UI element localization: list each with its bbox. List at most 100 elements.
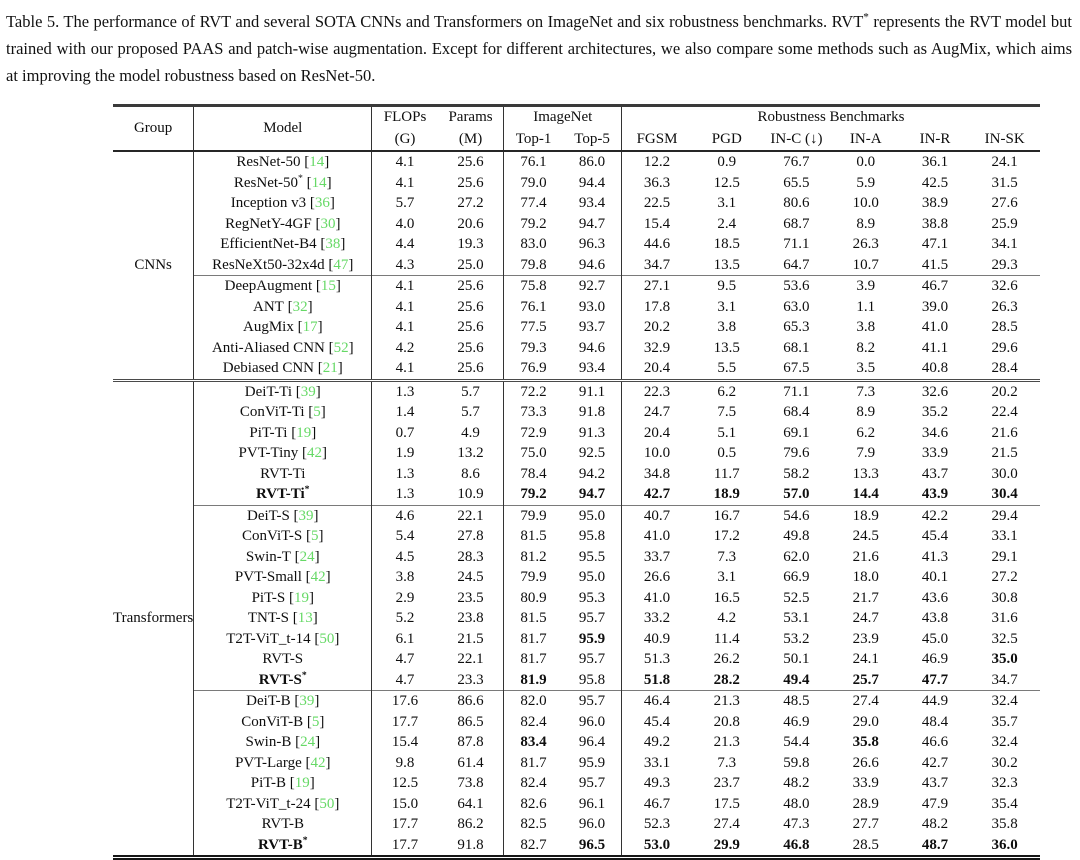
value-cell: 10.0: [643, 445, 671, 461]
value-cell: 20.2: [969, 378, 1040, 402]
value-cell: 96.0: [562, 814, 623, 835]
value-cell: 91.8: [562, 402, 623, 423]
table-row: AugMix [17] 4.1 25.6 77.5 93.7 20.2 3.8 65.3 3.…: [113, 317, 1040, 338]
model-cell: RVT-Ti: [193, 463, 373, 484]
value-cell: 23.7: [713, 775, 740, 791]
model-name: ResNet-50: [236, 154, 301, 170]
value-cell: 1.9: [395, 445, 415, 461]
value-cell: 95.7: [562, 773, 623, 794]
citation-number: 42: [307, 445, 323, 461]
value-cell: 25.7: [852, 671, 879, 688]
value-cell: 82.4: [520, 713, 547, 730]
value-cell: 91.1: [562, 378, 623, 402]
value-cell: 4.1: [395, 319, 415, 335]
citation-number: 50: [319, 630, 335, 647]
value-cell: 20.4: [643, 360, 671, 376]
value-cell: 3.1: [717, 195, 737, 211]
value-cell: 95.9: [562, 752, 623, 773]
citation-number: 19: [296, 424, 312, 441]
value-cell: 95.7: [562, 690, 623, 712]
model-citation: [39]: [292, 383, 321, 400]
citation-number: 13: [297, 610, 313, 626]
value-cell: 0.9: [717, 154, 737, 170]
value-cell: 43.7: [921, 775, 949, 791]
value-cell: 25.6: [437, 358, 505, 380]
value-cell: 80.6: [783, 195, 810, 211]
value-cell: 4.7: [395, 671, 415, 688]
model-citation: [14]: [300, 154, 330, 170]
value-cell: 45.0: [921, 630, 949, 647]
value-cell: 92.7: [562, 275, 623, 297]
value-cell: 13.3: [852, 465, 879, 482]
value-cell: 22.5: [643, 195, 671, 211]
model-cell: TNT-S [13]: [193, 608, 373, 629]
value-cell: 91.3: [562, 422, 623, 443]
value-cell: 23.8: [437, 608, 505, 629]
value-cell: 79.2: [520, 215, 547, 232]
value-cell: 30.2: [991, 754, 1018, 771]
value-cell: 5.4: [395, 528, 415, 544]
value-cell: 27.1: [621, 275, 692, 297]
value-cell: 76.1: [520, 298, 547, 315]
value-cell: 33.9: [852, 775, 879, 791]
value-cell: 46.9: [921, 651, 949, 667]
model-citation: [21]: [314, 360, 343, 376]
value-cell: 13.2: [437, 443, 505, 464]
value-cell: 4.5: [395, 548, 415, 565]
value-cell: 28.4: [991, 360, 1018, 376]
value-cell: 8.2: [856, 339, 876, 356]
value-cell: 3.1: [717, 569, 737, 585]
model-name: T2T-ViT_t-14: [226, 630, 311, 647]
value-cell: 96.1: [562, 793, 623, 814]
value-cell: 35.8: [991, 816, 1018, 832]
value-cell: 65.3: [783, 319, 810, 335]
value-cell: 7.3: [717, 754, 737, 771]
model-name: PVT-Tiny: [238, 445, 299, 461]
value-cell: 93.0: [562, 296, 623, 317]
model-name: PiT-S: [251, 589, 286, 606]
value-cell: 35.8: [852, 734, 879, 750]
value-cell: 5.7: [437, 378, 505, 402]
value-cell: 95.0: [562, 504, 623, 526]
value-cell: 58.2: [783, 465, 810, 482]
value-cell: 17.2: [713, 528, 740, 544]
value-cell: 48.0: [783, 795, 810, 812]
value-cell: 80.9: [520, 589, 547, 606]
model-star: *: [301, 669, 307, 681]
value-cell: 41.0: [643, 528, 671, 544]
value-cell: 72.9: [520, 424, 547, 441]
value-cell: 79.9: [520, 569, 547, 585]
citation-number: 5: [313, 404, 321, 420]
model-star: *: [298, 172, 303, 184]
col-header-pgd: PGD: [691, 128, 762, 152]
model-name: TNT-S: [247, 610, 289, 626]
value-cell: 18.9: [713, 486, 740, 502]
value-cell: 96.4: [562, 732, 623, 753]
value-cell: 76.9: [520, 360, 547, 376]
value-cell: 41.1: [921, 339, 949, 356]
value-cell: 91.8: [437, 834, 505, 858]
col-header-imagenet: ImageNet: [503, 105, 623, 129]
value-cell: 5.2: [395, 610, 415, 626]
value-cell: 32.4: [969, 690, 1040, 712]
value-cell: 73.3: [520, 404, 547, 420]
value-cell: 29.3: [991, 256, 1018, 273]
value-cell: 3.9: [831, 275, 901, 297]
table-row: TNT-S [13] 5.2 23.8 81.5 95.7 33.2 4.2 53.1 24.…: [113, 608, 1040, 629]
value-cell: 46.7: [900, 275, 970, 297]
value-cell: 4.1: [395, 174, 415, 191]
value-cell: 33.1: [991, 528, 1018, 544]
value-cell: 46.8: [783, 836, 810, 853]
caption-star-sup: *: [863, 11, 869, 24]
value-cell: 53.6: [761, 275, 832, 297]
value-cell: 25.6: [437, 317, 505, 338]
value-cell: 3.8: [395, 569, 415, 585]
value-cell: 20.6: [437, 213, 505, 234]
value-cell: 25.6: [437, 151, 505, 173]
value-cell: 34.8: [643, 465, 671, 482]
model-citation: [39]: [289, 507, 319, 524]
value-cell: 26.3: [991, 298, 1018, 315]
value-cell: 17.7: [391, 713, 419, 730]
value-cell: 17.6: [371, 690, 438, 712]
value-cell: 12.5: [391, 775, 419, 791]
